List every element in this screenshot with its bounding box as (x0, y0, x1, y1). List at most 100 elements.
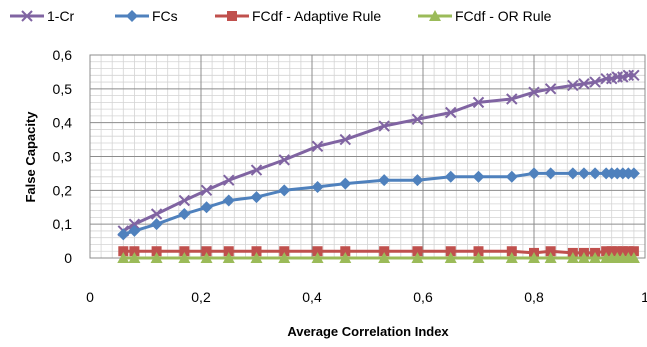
marker-stroke (200, 184, 213, 197)
x-tick-label: 0 (86, 289, 94, 305)
legend-label: FCdf - OR Rule (455, 8, 552, 24)
data-point-fcdf-or-rule (128, 252, 141, 263)
data-point-fcs (528, 167, 540, 180)
legend-swatch-marker (429, 10, 441, 21)
data-point-fcdf-or-rule (472, 252, 485, 263)
data-point-1-cr (528, 86, 540, 98)
data-point-fcdf-adaptive-rule (279, 246, 290, 257)
data-point-fcdf-adaptive-rule (412, 246, 423, 257)
data-point-fcs (444, 170, 457, 183)
data-point-fcdf-adaptive-rule (340, 246, 351, 257)
x-axis-title: Average Correlation Index (287, 324, 449, 339)
marker-stroke (339, 133, 352, 146)
data-point-fcdf-adaptive-rule (201, 246, 212, 257)
data-point-1-cr (411, 113, 424, 125)
data-point-fcdf-adaptive-rule (623, 246, 634, 257)
x-tick-label: 1 (641, 289, 647, 305)
data-point-1-cr (311, 140, 324, 153)
legend-label: FCdf - Adaptive Rule (252, 8, 381, 24)
y-tick-label: 0,1 (53, 216, 73, 232)
series-1-cr (117, 69, 640, 237)
data-point-fcdf-adaptive-rule (379, 246, 390, 257)
data-point-fcdf-or-rule (627, 252, 640, 263)
data-point-fcs (311, 180, 324, 193)
y-tick-labels: 0 0,1 0,2 0,3 0,4 0,5 0,6 (53, 47, 73, 266)
y-tick-label: 0 (64, 250, 72, 266)
data-point-fcs (339, 177, 352, 190)
legend: 1-Cr FCs FCdf - Adaptive Rule FCdf - OR Rul… (10, 8, 552, 24)
data-point-fcdf-adaptive-rule (223, 246, 234, 257)
data-point-1-cr (339, 133, 352, 146)
data-point-fcdf-or-rule (339, 252, 352, 263)
data-point-fcs (544, 167, 557, 180)
marker-stroke (278, 154, 290, 166)
data-point-fcs (472, 170, 485, 183)
data-point-fcdf-or-rule (577, 252, 590, 263)
legend-swatch-marker (21, 10, 33, 22)
data-point-fcs (627, 167, 640, 180)
marker-stroke (628, 69, 640, 82)
data-point-fcdf-adaptive-rule (473, 246, 484, 257)
x-tick-label: 0,4 (302, 289, 322, 305)
y-tick-label: 0,3 (53, 149, 73, 165)
data-point-fcdf-or-rule (544, 252, 557, 263)
marker-stroke (506, 93, 518, 105)
marker-stroke (178, 194, 191, 207)
major-grid (90, 55, 645, 258)
data-point-1-cr (178, 194, 191, 207)
data-point-fcdf-or-rule (566, 252, 579, 263)
marker-stroke (578, 78, 590, 90)
y-tick-label: 0,6 (53, 47, 73, 63)
marker-stroke (567, 79, 579, 92)
marker-stroke (445, 106, 457, 119)
data-point-fcdf-or-rule (378, 252, 391, 263)
legend-item-fcdf-adaptive-rule: FCdf - Adaptive Rule (215, 8, 381, 24)
data-point-fcdf-adaptive-rule (545, 246, 556, 257)
marker-stroke (311, 140, 324, 153)
marker-stroke (472, 96, 485, 109)
data-point-fcdf-or-rule (278, 252, 291, 263)
data-point-fcdf-adaptive-rule (179, 246, 190, 257)
data-point-fcdf-or-rule (117, 252, 130, 263)
data-point-fcs (566, 167, 579, 180)
y-tick-label: 0,4 (53, 115, 73, 131)
marker-stroke (528, 86, 540, 98)
data-point-fcs (117, 228, 130, 241)
data-point-1-cr (578, 78, 590, 90)
data-point-1-cr (278, 154, 290, 166)
legend-label: 1-Cr (47, 8, 75, 24)
data-point-fcdf-or-rule (411, 252, 424, 263)
series-fcdf-or-rule (117, 252, 640, 263)
data-point-1-cr (128, 218, 141, 230)
marker-stroke (21, 10, 33, 22)
data-point-fcdf-or-rule (250, 252, 263, 263)
marker-stroke (411, 113, 424, 125)
legend-swatch-marker (227, 11, 237, 21)
x-tick-label: 0,8 (524, 289, 544, 305)
data-point-1-cr (506, 93, 518, 105)
y-tick-label: 0,5 (53, 81, 73, 97)
data-point-fcdf-adaptive-rule (612, 246, 623, 257)
data-point-fcdf-or-rule (444, 252, 457, 263)
data-point-fcs (222, 194, 235, 207)
marker-stroke (250, 164, 263, 176)
data-point-1-cr (250, 164, 263, 176)
data-point-fcs (178, 208, 191, 221)
data-point-fcdf-adaptive-rule (251, 246, 262, 257)
data-point-fcs (278, 184, 291, 197)
data-point-fcdf-or-rule (589, 252, 602, 263)
data-point-fcs (378, 174, 391, 187)
data-point-1-cr (544, 83, 557, 95)
data-point-fcdf-or-rule (150, 252, 163, 263)
data-point-fcdf-or-rule (528, 252, 540, 263)
legend-label: FCs (152, 8, 178, 24)
data-point-fcdf-adaptive-rule (506, 246, 517, 257)
data-point-1-cr (378, 120, 390, 132)
marker-stroke (378, 120, 390, 132)
data-point-fcs (128, 224, 141, 237)
data-point-fcdf-or-rule (505, 252, 518, 263)
marker-stroke (223, 174, 235, 186)
data-point-fcdf-adaptive-rule (312, 246, 323, 257)
data-point-fcdf-adaptive-rule (601, 246, 612, 257)
